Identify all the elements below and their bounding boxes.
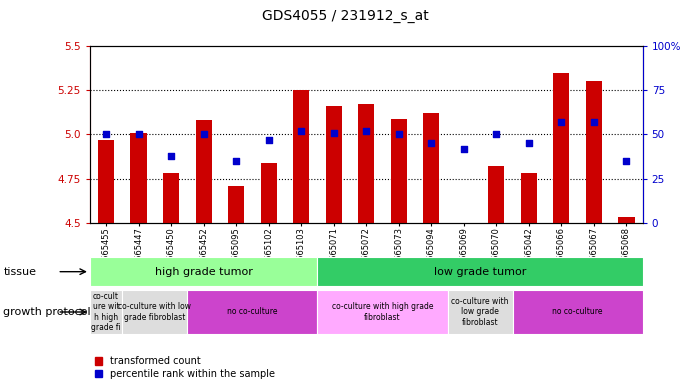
FancyBboxPatch shape bbox=[317, 290, 448, 334]
Bar bbox=[358, 104, 375, 223]
FancyBboxPatch shape bbox=[122, 290, 187, 334]
FancyBboxPatch shape bbox=[90, 257, 317, 286]
Text: growth protocol: growth protocol bbox=[3, 307, 91, 317]
Bar bbox=[488, 166, 504, 223]
Bar bbox=[586, 81, 602, 223]
Text: tissue: tissue bbox=[3, 266, 37, 277]
Point bbox=[621, 158, 632, 164]
Bar bbox=[261, 163, 277, 223]
Text: high grade tumor: high grade tumor bbox=[155, 266, 253, 277]
Point bbox=[361, 128, 372, 134]
Point bbox=[231, 158, 242, 164]
Bar bbox=[553, 73, 569, 223]
FancyBboxPatch shape bbox=[317, 257, 643, 286]
Text: low grade tumor: low grade tumor bbox=[434, 266, 527, 277]
Text: co-cult
ure wit
h high
grade fi: co-cult ure wit h high grade fi bbox=[91, 292, 121, 332]
Point bbox=[523, 140, 534, 146]
Text: co-culture with high grade
fibroblast: co-culture with high grade fibroblast bbox=[332, 302, 433, 322]
Bar bbox=[423, 113, 439, 223]
FancyBboxPatch shape bbox=[187, 290, 317, 334]
Point bbox=[198, 131, 209, 137]
Bar bbox=[390, 119, 407, 223]
FancyBboxPatch shape bbox=[448, 290, 513, 334]
Point bbox=[393, 131, 404, 137]
Bar bbox=[618, 217, 634, 223]
Bar bbox=[163, 173, 179, 223]
Point bbox=[101, 131, 112, 137]
Point bbox=[556, 119, 567, 125]
Point bbox=[296, 128, 307, 134]
Bar bbox=[228, 185, 245, 223]
Bar bbox=[293, 90, 310, 223]
Text: co-culture with low
grade fibroblast: co-culture with low grade fibroblast bbox=[118, 302, 191, 322]
FancyBboxPatch shape bbox=[513, 290, 643, 334]
Legend: transformed count, percentile rank within the sample: transformed count, percentile rank withi… bbox=[95, 356, 275, 379]
Text: GDS4055 / 231912_s_at: GDS4055 / 231912_s_at bbox=[262, 9, 429, 23]
Point bbox=[426, 140, 437, 146]
Point bbox=[263, 137, 274, 143]
Point bbox=[491, 131, 502, 137]
Bar bbox=[196, 120, 211, 223]
Text: co-culture with
low grade
fibroblast: co-culture with low grade fibroblast bbox=[451, 297, 509, 327]
Text: no co-culture: no co-culture bbox=[227, 308, 278, 316]
Bar bbox=[325, 106, 342, 223]
Bar bbox=[455, 223, 472, 249]
Point bbox=[133, 131, 144, 137]
Text: no co-culture: no co-culture bbox=[552, 308, 603, 316]
FancyBboxPatch shape bbox=[90, 290, 122, 334]
Point bbox=[588, 119, 599, 125]
Point bbox=[166, 152, 177, 159]
Point bbox=[328, 129, 339, 136]
Bar bbox=[98, 140, 114, 223]
Bar bbox=[521, 173, 537, 223]
Point bbox=[458, 146, 469, 152]
Bar bbox=[131, 132, 146, 223]
